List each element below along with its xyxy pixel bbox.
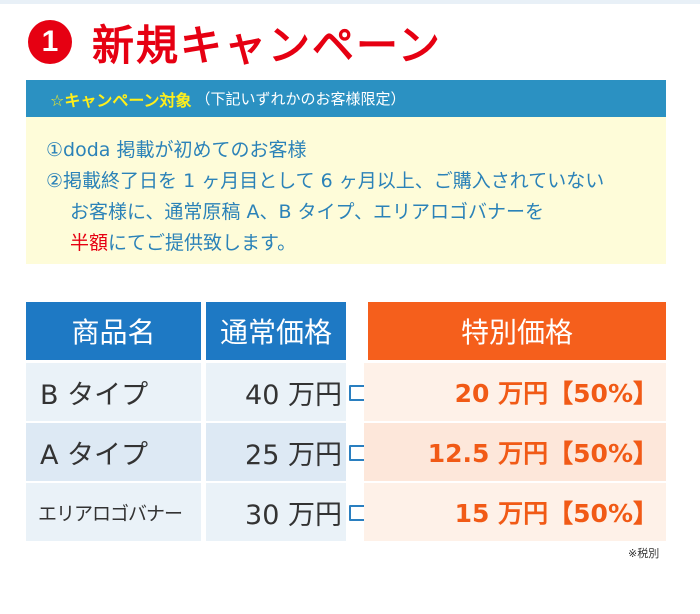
condition-2-line-2: お客様に、通常原稿 A、B タイプ、エリアロゴバナーを [70, 201, 544, 223]
normal-price: 40 万円 [206, 363, 346, 421]
campaign-box: ☆キャンペーン対象 （下記いずれかのお客様限定） ①doda 掲載が初めてのお客… [26, 80, 666, 264]
condition-1: ①doda 掲載が初めてのお客様 [46, 139, 307, 161]
page-title: 新規キャンペーン [92, 20, 442, 70]
tax-footnote: ※税別 [628, 547, 660, 560]
special-price: 12.5 万円【50%】 [364, 423, 666, 481]
special-price: 15 万円【50%】 [364, 483, 666, 541]
table-header: 商品名 通常価格 特別価格 [26, 302, 666, 360]
campaign-header: ☆キャンペーン対象 （下記いずれかのお客様限定） [26, 80, 666, 117]
top-divider [0, 0, 700, 4]
table-row: エリアロゴバナー 30 万円 15 万円【50%】 [26, 483, 666, 541]
normal-price: 25 万円 [206, 423, 346, 481]
product-name: エリアロゴバナー [26, 483, 201, 541]
number-badge: 1 [28, 20, 72, 64]
special-price: 20 万円【50%】 [364, 363, 666, 421]
normal-price: 30 万円 [206, 483, 346, 541]
column-header-normal-price: 通常価格 [206, 302, 346, 360]
table-row: B タイプ 40 万円 20 万円【50%】 [26, 363, 666, 421]
campaign-target-note: （下記いずれかのお客様限定） [195, 90, 406, 108]
product-name: A タイプ [26, 423, 201, 481]
half-price-emphasis: 半額 [70, 232, 109, 254]
section-heading: 1 新規キャンペーン [28, 10, 442, 74]
price-table: 商品名 通常価格 特別価格 B タイプ 40 万円 20 万円【50%】 A タ… [26, 302, 666, 541]
table-row: A タイプ 25 万円 12.5 万円【50%】 [26, 423, 666, 481]
campaign-conditions: ①doda 掲載が初めてのお客様 ②掲載終了日を 1 ヶ月目として 6 ヶ月以上… [26, 117, 666, 259]
condition-2-rest: にてご提供致します。 [108, 232, 297, 254]
condition-2-line-1: ②掲載終了日を 1 ヶ月目として 6 ヶ月以上、ご購入されていない [46, 170, 605, 192]
column-header-special-price: 特別価格 [368, 302, 666, 360]
campaign-target-label: ☆キャンペーン対象 [50, 90, 192, 110]
product-name: B タイプ [26, 363, 201, 421]
condition-2-line-3: 半額にてご提供致します。 [46, 228, 666, 259]
column-header-product: 商品名 [26, 302, 201, 360]
